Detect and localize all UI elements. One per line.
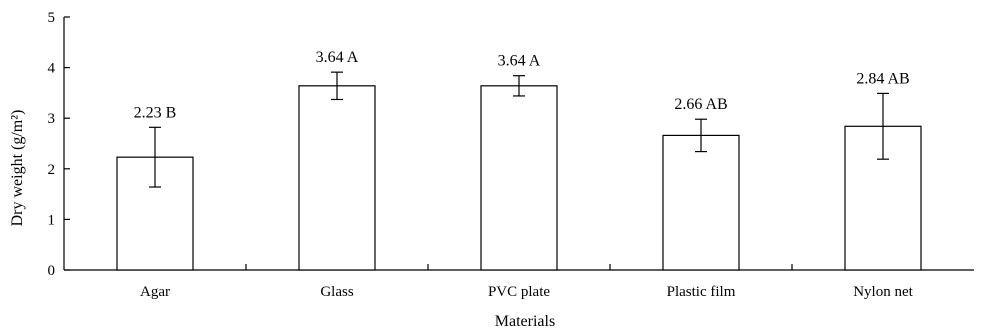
data-label: 3.64 A bbox=[316, 49, 359, 66]
x-axis-title: Materials bbox=[495, 313, 555, 329]
x-tick-label: PVC plate bbox=[488, 284, 550, 300]
bar bbox=[662, 134, 740, 271]
x-tick-label: Glass bbox=[320, 284, 353, 300]
y-tick-label: 5 bbox=[48, 10, 56, 26]
bars bbox=[116, 85, 922, 271]
y-axis: 0 1 2 3 4 5 bbox=[48, 10, 70, 279]
x-axis: Agar Glass PVC plate Plastic film Nylon net bbox=[64, 264, 974, 300]
bar bbox=[844, 125, 922, 271]
error-bar bbox=[513, 75, 525, 97]
y-tick-label: 3 bbox=[48, 111, 56, 127]
data-label: 3.64 A bbox=[498, 53, 541, 70]
y-tick-label: 0 bbox=[48, 263, 56, 279]
data-label: 2.23 B bbox=[134, 104, 177, 121]
error-bars bbox=[149, 71, 889, 188]
error-bar bbox=[331, 71, 343, 101]
x-tick-label: Plastic film bbox=[667, 284, 736, 300]
y-axis-title: Dry weight (g/m²) bbox=[9, 110, 26, 227]
bar bbox=[480, 85, 558, 271]
data-label: 2.66 AB bbox=[674, 96, 727, 113]
y-tick-label: 4 bbox=[48, 61, 56, 77]
y-tick-label: 1 bbox=[48, 212, 56, 228]
x-tick-label: Agar bbox=[140, 284, 170, 300]
error-bar bbox=[149, 126, 161, 188]
data-label: 2.84 AB bbox=[856, 70, 909, 87]
bar bbox=[298, 85, 376, 271]
error-bar bbox=[695, 118, 707, 153]
error-bar bbox=[877, 92, 889, 160]
x-tick-label: Nylon net bbox=[853, 284, 913, 300]
y-tick-label: 2 bbox=[48, 162, 56, 178]
data-labels: 2.23 B 3.64 A 3.64 A 2.66 AB 2.84 AB bbox=[134, 49, 910, 121]
